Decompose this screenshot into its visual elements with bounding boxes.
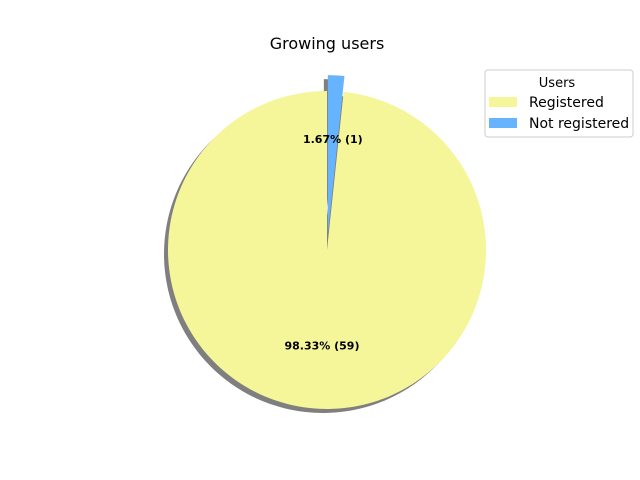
legend: Users Registered Not registered <box>484 69 634 138</box>
legend-frame <box>484 69 634 138</box>
legend-swatch-registered <box>489 97 517 107</box>
chart-title: Growing users <box>270 34 385 53</box>
pie-label-not-registered: 1.67% (1) <box>303 133 363 146</box>
legend-items: Registered Not registered <box>489 95 629 132</box>
legend-swatch-not-registered <box>489 118 517 128</box>
legend-title: Users <box>539 76 576 91</box>
pie-slice-not-registered <box>327 75 345 235</box>
pie-slice-registered <box>168 91 487 410</box>
legend-label-not-registered: Not registered <box>529 116 629 132</box>
pie-labels: 98.33% (59) 1.67% (1) <box>284 133 362 352</box>
legend-label-registered: Registered <box>529 95 604 111</box>
pie-label-registered: 98.33% (59) <box>284 339 359 352</box>
pie-slices <box>168 75 487 410</box>
